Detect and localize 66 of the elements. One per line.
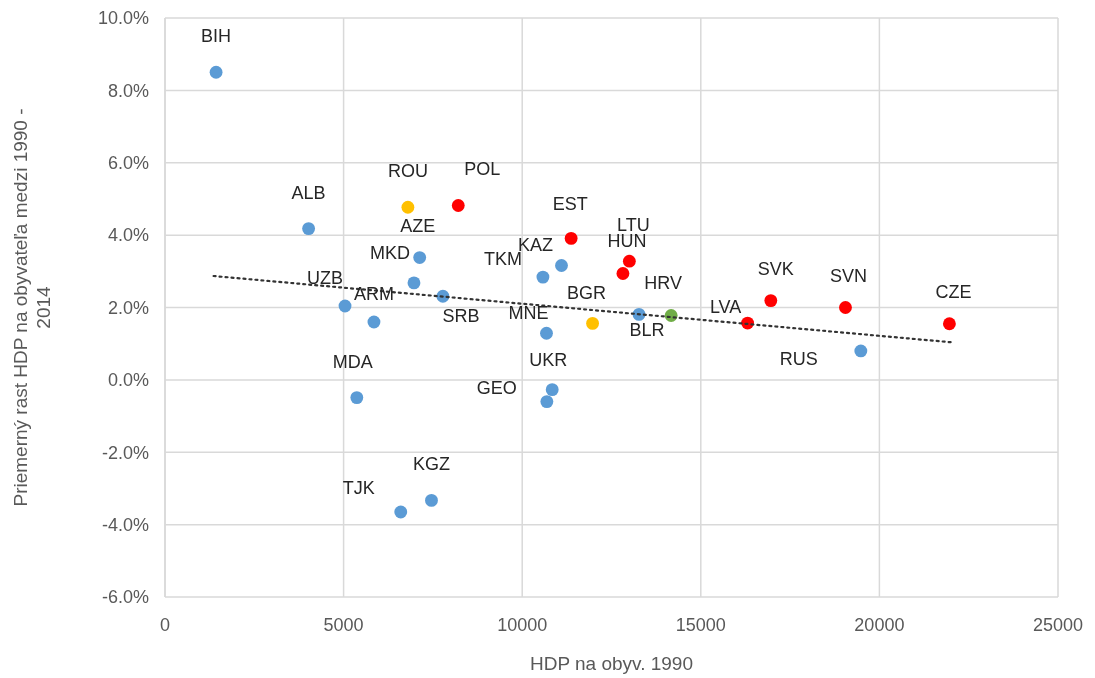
annotation: UZB bbox=[307, 268, 344, 289]
point bbox=[302, 222, 316, 236]
annotation: KGZ bbox=[412, 454, 450, 475]
annotation: ROU bbox=[387, 161, 428, 182]
point bbox=[586, 317, 599, 330]
point bbox=[425, 493, 438, 507]
point bbox=[616, 267, 630, 280]
y-tick-label: -4.0% bbox=[101, 514, 149, 535]
point bbox=[394, 505, 408, 519]
annotation: MDA bbox=[332, 351, 373, 372]
x-axis-title: HDP na obyv. 1990 bbox=[529, 653, 694, 674]
annotation: MKD bbox=[369, 242, 410, 263]
annotation: POL bbox=[464, 159, 501, 180]
point bbox=[338, 299, 352, 313]
point bbox=[401, 200, 415, 214]
point bbox=[564, 231, 578, 245]
y-tick-label: 6.0% bbox=[107, 153, 149, 174]
y-axis-title: Priemerný rast HDP na obyvateľa medzi 1990 - 2014 bbox=[10, 108, 54, 507]
point bbox=[350, 391, 364, 405]
x-tick-label: 25000 bbox=[1032, 615, 1084, 635]
annotation: MNE bbox=[508, 303, 549, 324]
point bbox=[764, 294, 778, 308]
annotation: BGR bbox=[567, 283, 607, 304]
annotation: SVK bbox=[757, 258, 794, 279]
annotation: HRV bbox=[644, 273, 682, 294]
annotation: BIH bbox=[201, 26, 232, 47]
y-tick-label: -6.0% bbox=[101, 587, 149, 608]
annotation: LVA bbox=[709, 297, 742, 318]
annotation: GEO bbox=[476, 377, 517, 398]
point bbox=[854, 344, 868, 358]
annotation: TJK bbox=[342, 477, 375, 498]
point bbox=[545, 383, 559, 397]
annotation: UKR bbox=[529, 349, 568, 370]
annotation: AZE bbox=[400, 215, 436, 236]
y-tick-label: -2.0% bbox=[101, 442, 149, 463]
y-tick-label: 4.0% bbox=[107, 225, 149, 246]
point bbox=[622, 254, 636, 268]
y-tick-label: 2.0% bbox=[107, 297, 149, 318]
y-tick-label: 8.0% bbox=[107, 80, 149, 101]
point bbox=[942, 317, 956, 331]
annotation: BLR bbox=[629, 320, 665, 341]
annotation: SVN bbox=[829, 265, 867, 286]
y-tick-label: 10.0% bbox=[97, 8, 149, 29]
x-tick-label: 5000 bbox=[323, 615, 364, 635]
point bbox=[407, 276, 421, 290]
point bbox=[540, 326, 553, 340]
point bbox=[839, 301, 852, 314]
point bbox=[413, 251, 427, 264]
annotation: SRB bbox=[442, 306, 480, 327]
annotation: EST bbox=[552, 194, 588, 215]
x-tick-label: 20000 bbox=[854, 615, 905, 635]
annotation: RUS bbox=[779, 348, 818, 369]
annotation: ALB bbox=[291, 182, 326, 203]
x-tick-label: 0 bbox=[159, 615, 171, 635]
point bbox=[555, 259, 568, 272]
point bbox=[536, 270, 550, 284]
x-tick-label: 10000 bbox=[497, 615, 548, 635]
annotation: ARM bbox=[353, 283, 394, 304]
point bbox=[209, 65, 223, 79]
x-tick-label: 15000 bbox=[675, 615, 726, 635]
point bbox=[367, 315, 381, 329]
y-tick-label: 0.0% bbox=[107, 370, 149, 391]
point bbox=[540, 395, 554, 409]
point bbox=[451, 199, 465, 212]
annotation: HUN bbox=[607, 231, 647, 252]
annotation: CZE bbox=[935, 281, 972, 302]
